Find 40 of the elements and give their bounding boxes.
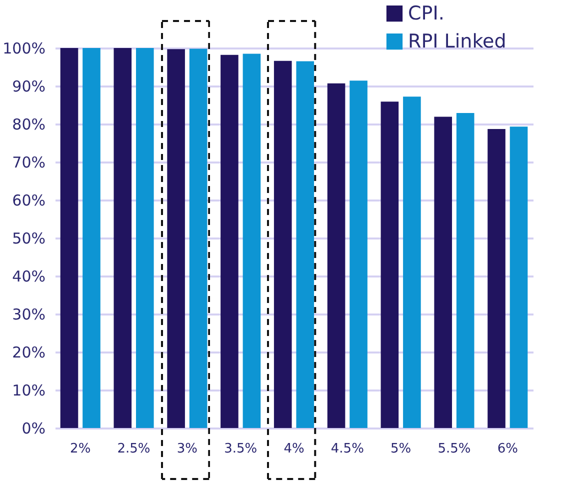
bar bbox=[167, 49, 185, 428]
x-tick-label: 5.5% bbox=[438, 442, 471, 456]
x-tick-label: 3% bbox=[176, 442, 198, 456]
bar bbox=[274, 60, 292, 428]
y-tick-label: 0% bbox=[22, 420, 46, 438]
y-tick-label: 100% bbox=[2, 40, 46, 58]
x-tick-label: 5% bbox=[390, 442, 412, 456]
x-tick-label: 6% bbox=[497, 442, 518, 456]
y-tick-label: 70% bbox=[12, 154, 46, 172]
bar bbox=[350, 80, 368, 428]
x-tick-label: 2% bbox=[70, 442, 91, 456]
bar bbox=[82, 48, 100, 428]
x-tick-label: 4.5% bbox=[330, 442, 364, 456]
bar bbox=[488, 128, 506, 428]
bar bbox=[60, 48, 78, 428]
bar bbox=[510, 126, 528, 428]
bar bbox=[114, 48, 132, 428]
x-tick-label: 3.5% bbox=[224, 442, 258, 456]
bar bbox=[380, 102, 399, 428]
bar bbox=[434, 116, 452, 428]
y-tick-label: 20% bbox=[12, 344, 46, 362]
legend-label: CPI. bbox=[408, 2, 444, 24]
bar bbox=[403, 96, 421, 428]
y-tick-label: 40% bbox=[12, 268, 46, 286]
y-tick-label: 60% bbox=[12, 192, 46, 210]
bar bbox=[296, 61, 314, 428]
y-tick-label: 80% bbox=[12, 116, 46, 134]
legend-label: RPI Linked bbox=[408, 30, 506, 52]
y-tick-label: 30% bbox=[12, 306, 46, 324]
x-tick-label: 4% bbox=[284, 442, 304, 456]
y-tick-label: 50% bbox=[12, 230, 46, 248]
bar bbox=[189, 48, 208, 428]
bar bbox=[456, 112, 474, 428]
x-tick-label: 2.5% bbox=[117, 442, 150, 456]
y-tick-label: 90% bbox=[12, 78, 46, 96]
bar bbox=[136, 48, 154, 428]
y-tick-label: 10% bbox=[12, 382, 46, 400]
bar bbox=[242, 54, 261, 428]
bar bbox=[327, 83, 346, 428]
bar bbox=[220, 54, 238, 428]
